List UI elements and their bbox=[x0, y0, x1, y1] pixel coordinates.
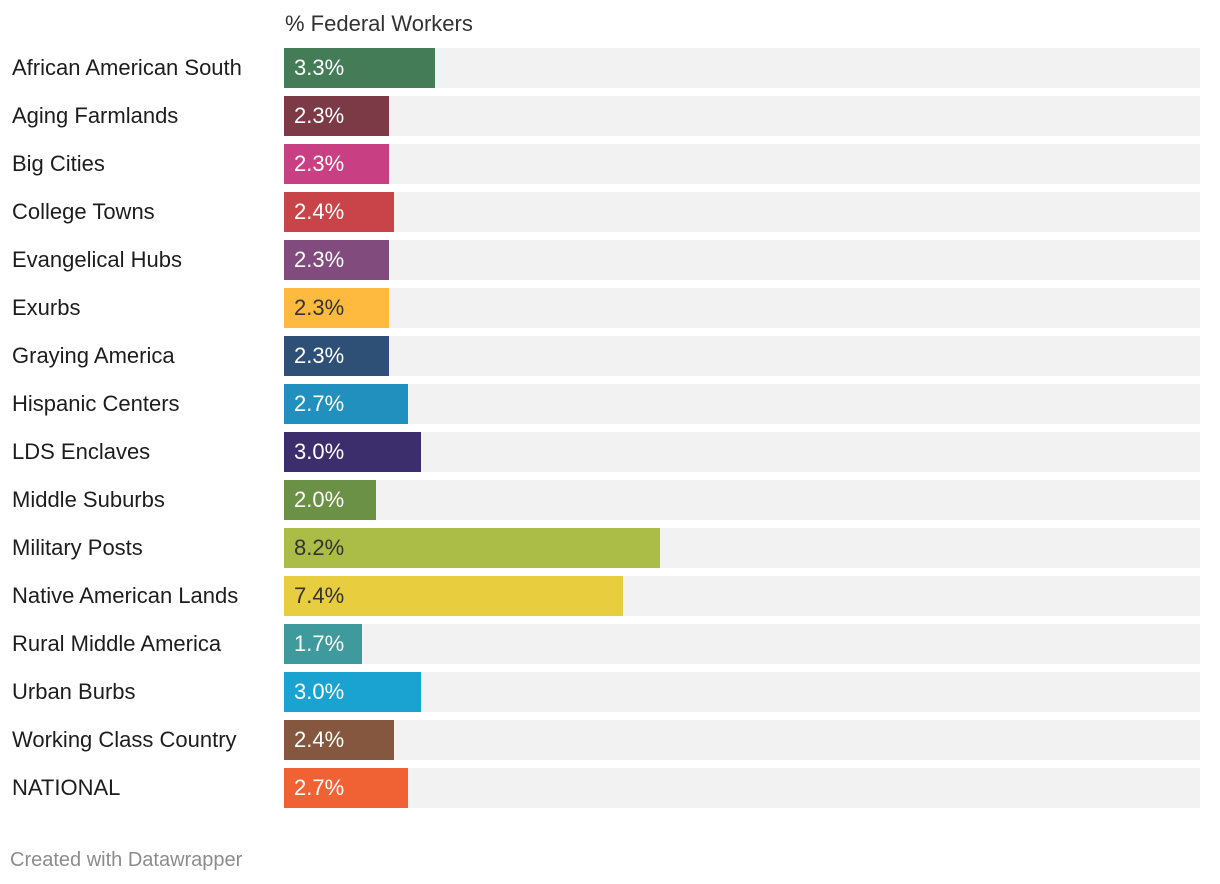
category-label: Evangelical Hubs bbox=[12, 247, 182, 272]
bar-value-label: 2.7% bbox=[294, 391, 345, 416]
bar bbox=[284, 192, 394, 232]
bar-track: 2.7% bbox=[284, 384, 1200, 424]
category-label: Hispanic Centers bbox=[12, 391, 180, 416]
category-label: Urban Burbs bbox=[12, 679, 136, 704]
bar-value-label: 3.3% bbox=[294, 55, 345, 80]
bar-track: 8.2% bbox=[284, 528, 1200, 568]
bar-row: Graying America 2.3% bbox=[0, 336, 1220, 376]
bar-value-label: 2.3% bbox=[294, 295, 345, 320]
bar bbox=[284, 720, 394, 760]
category-label: Rural Middle America bbox=[12, 631, 222, 656]
bar-track: 2.7% bbox=[284, 768, 1200, 808]
bar-row: Hispanic Centers 2.7% bbox=[0, 384, 1220, 424]
bar bbox=[284, 384, 408, 424]
bar bbox=[284, 576, 623, 616]
bar-value-label: 7.4% bbox=[294, 583, 345, 608]
category-label: Exurbs bbox=[12, 295, 81, 320]
category-label: Aging Farmlands bbox=[12, 103, 179, 128]
bar bbox=[284, 528, 660, 568]
bar-row: Rural Middle America 1.7% bbox=[0, 624, 1220, 664]
bar bbox=[284, 432, 422, 472]
category-label: Native American Lands bbox=[12, 583, 239, 608]
bar-value-label: 2.4% bbox=[294, 727, 345, 752]
bar-value-label: 8.2% bbox=[294, 535, 345, 560]
bar-track: 2.4% bbox=[284, 720, 1200, 760]
bar-value-label: 2.3% bbox=[294, 343, 345, 368]
category-label: Working Class Country bbox=[12, 727, 237, 752]
bar-value-label: 2.0% bbox=[294, 487, 345, 512]
bar bbox=[284, 48, 436, 88]
bar-row: Evangelical Hubs 2.3% bbox=[0, 240, 1220, 280]
bar-track: 3.3% bbox=[284, 48, 1200, 88]
bar-track: 2.3% bbox=[284, 96, 1200, 136]
category-label: LDS Enclaves bbox=[12, 439, 151, 464]
column-header: % Federal Workers bbox=[285, 11, 473, 36]
bar bbox=[284, 240, 390, 280]
bar-row: Aging Farmlands 2.3% bbox=[0, 96, 1220, 136]
bar bbox=[284, 144, 390, 184]
category-label: Middle Suburbs bbox=[12, 487, 165, 512]
bar bbox=[284, 480, 376, 520]
bar-value-label: 1.7% bbox=[294, 631, 345, 656]
bar-value-label: 2.3% bbox=[294, 151, 345, 176]
bar-track: 2.3% bbox=[284, 144, 1200, 184]
category-label: Graying America bbox=[12, 343, 175, 368]
bar-row: Native American Lands 7.4% bbox=[0, 576, 1220, 616]
bar-track: 3.0% bbox=[284, 432, 1200, 472]
bar-value-label: 2.4% bbox=[294, 199, 345, 224]
bar-track: 2.3% bbox=[284, 288, 1200, 328]
category-label: NATIONAL bbox=[12, 775, 121, 800]
bar-row: Working Class Country 2.4% bbox=[0, 720, 1220, 760]
bar-track: 2.3% bbox=[284, 240, 1200, 280]
bar bbox=[284, 624, 362, 664]
bar-track: 2.3% bbox=[284, 336, 1200, 376]
bar-value-label: 3.0% bbox=[294, 439, 345, 464]
bar-track: 7.4% bbox=[284, 576, 1200, 616]
datawrapper-credit: Created with Datawrapper bbox=[10, 849, 243, 871]
bar-row: Middle Suburbs 2.0% bbox=[0, 480, 1220, 520]
bar-row: LDS Enclaves 3.0% bbox=[0, 432, 1220, 472]
bar-row: Urban Burbs 3.0% bbox=[0, 672, 1220, 712]
bar bbox=[284, 672, 422, 712]
bar-row: Military Posts 8.2% bbox=[0, 528, 1220, 568]
bar-track: 2.0% bbox=[284, 480, 1200, 520]
bar-value-label: 2.3% bbox=[294, 103, 345, 128]
category-label: College Towns bbox=[12, 199, 155, 224]
category-label: African American South bbox=[12, 55, 242, 80]
bar-track: 2.4% bbox=[284, 192, 1200, 232]
bar-row: Exurbs 2.3% bbox=[0, 288, 1220, 328]
bar-value-label: 3.0% bbox=[294, 679, 345, 704]
bar-row: African American South 3.3% bbox=[0, 48, 1220, 88]
bar bbox=[284, 768, 408, 808]
bar-value-label: 2.7% bbox=[294, 775, 345, 800]
bar-row: College Towns 2.4% bbox=[0, 192, 1220, 232]
category-label: Military Posts bbox=[12, 535, 143, 560]
bar-track: 1.7% bbox=[284, 624, 1200, 664]
bar-row: NATIONAL 2.7% bbox=[0, 768, 1220, 808]
bar-row: Big Cities 2.3% bbox=[0, 144, 1220, 184]
bar bbox=[284, 96, 390, 136]
bar bbox=[284, 336, 390, 376]
bar-track: 3.0% bbox=[284, 672, 1200, 712]
bar bbox=[284, 288, 390, 328]
bar-value-label: 2.3% bbox=[294, 247, 345, 272]
category-label: Big Cities bbox=[12, 151, 105, 176]
